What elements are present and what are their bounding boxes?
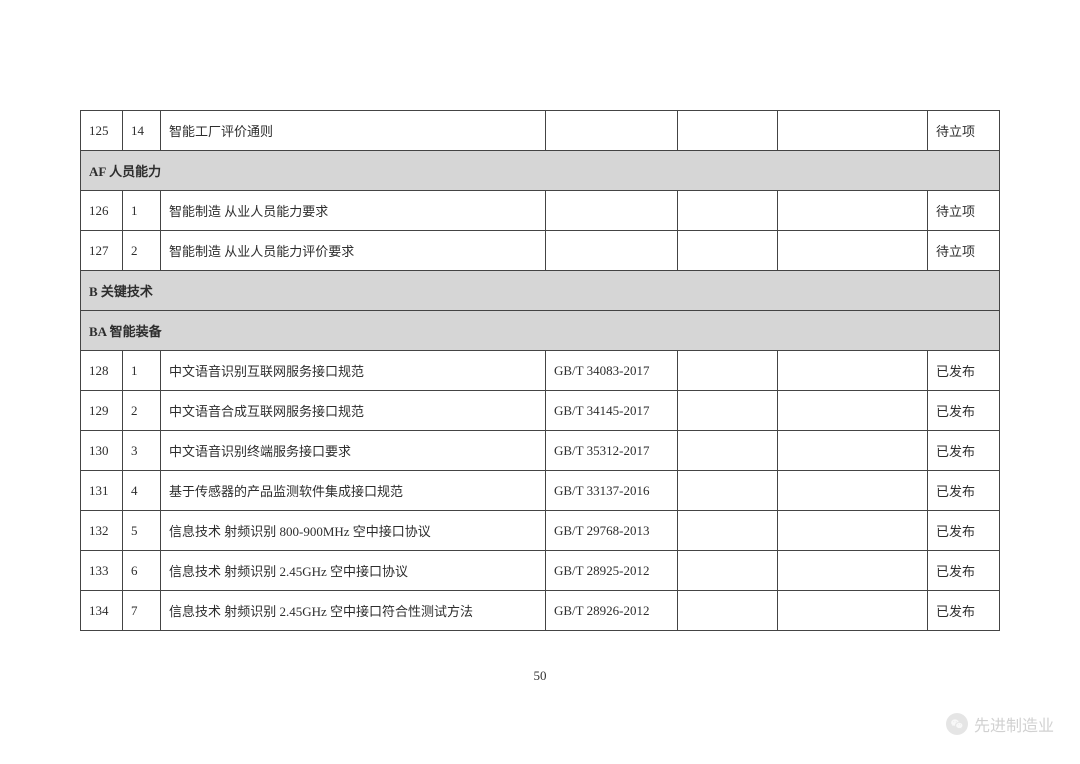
table-row: 12514智能工厂评价通则 待立项 [81, 111, 1000, 151]
cell-c6 [778, 471, 928, 511]
cell-std: GB/T 34145-2017 [546, 391, 678, 431]
page-number: 50 [0, 668, 1080, 684]
cell-num: 130 [81, 431, 123, 471]
table-row: 1292中文语音合成互联网服务接口规范GB/T 34145-2017 已发布 [81, 391, 1000, 431]
cell-c6 [778, 351, 928, 391]
cell-num: 125 [81, 111, 123, 151]
cell-c5 [678, 471, 778, 511]
cell-status: 已发布 [928, 471, 1000, 511]
cell-c6 [778, 231, 928, 271]
section-header: B 关键技术 [81, 271, 1000, 311]
cell-c5 [678, 591, 778, 631]
cell-num: 132 [81, 511, 123, 551]
cell-c6 [778, 431, 928, 471]
cell-status: 已发布 [928, 551, 1000, 591]
cell-c5 [678, 111, 778, 151]
cell-c6 [778, 191, 928, 231]
cell-status: 待立项 [928, 111, 1000, 151]
cell-std: GB/T 28925-2012 [546, 551, 678, 591]
table-row: 1303中文语音识别终端服务接口要求GB/T 35312-2017 已发布 [81, 431, 1000, 471]
cell-title: 中文语音识别终端服务接口要求 [161, 431, 546, 471]
cell-c5 [678, 431, 778, 471]
cell-sub: 3 [123, 431, 161, 471]
standards-table: 12514智能工厂评价通则待立项AF 人员能力1261智能制造 从业人员能力要求… [80, 110, 1000, 631]
cell-num: 126 [81, 191, 123, 231]
section-label: B 关键技术 [81, 271, 1000, 311]
cell-c5 [678, 391, 778, 431]
table-row: 1336信息技术 射频识别 2.45GHz 空中接口协议GB/T 28925-2… [81, 551, 1000, 591]
cell-title: 智能制造 从业人员能力要求 [161, 191, 546, 231]
cell-num: 133 [81, 551, 123, 591]
cell-title: 智能工厂评价通则 [161, 111, 546, 151]
cell-status: 待立项 [928, 231, 1000, 271]
cell-std [546, 111, 678, 151]
document-page: 12514智能工厂评价通则待立项AF 人员能力1261智能制造 从业人员能力要求… [0, 0, 1080, 764]
cell-status: 已发布 [928, 511, 1000, 551]
watermark-text: 先进制造业 [974, 712, 1054, 736]
cell-sub: 5 [123, 511, 161, 551]
cell-sub: 1 [123, 191, 161, 231]
table-row: 1314基于传感器的产品监测软件集成接口规范GB/T 33137-2016 已发布 [81, 471, 1000, 511]
cell-title: 中文语音识别互联网服务接口规范 [161, 351, 546, 391]
cell-num: 128 [81, 351, 123, 391]
cell-std: GB/T 29768-2013 [546, 511, 678, 551]
table-row: 1261智能制造 从业人员能力要求 待立项 [81, 191, 1000, 231]
cell-c5 [678, 351, 778, 391]
cell-num: 127 [81, 231, 123, 271]
cell-c5 [678, 231, 778, 271]
section-label: AF 人员能力 [81, 151, 1000, 191]
cell-sub: 14 [123, 111, 161, 151]
cell-status: 已发布 [928, 591, 1000, 631]
cell-std [546, 191, 678, 231]
section-header: BA 智能装备 [81, 311, 1000, 351]
cell-status: 待立项 [928, 191, 1000, 231]
cell-c5 [678, 191, 778, 231]
table-row: 1347信息技术 射频识别 2.45GHz 空中接口符合性测试方法GB/T 28… [81, 591, 1000, 631]
cell-c6 [778, 591, 928, 631]
cell-num: 131 [81, 471, 123, 511]
cell-num: 129 [81, 391, 123, 431]
table-row: 1281中文语音识别互联网服务接口规范GB/T 34083-2017 已发布 [81, 351, 1000, 391]
cell-std: GB/T 33137-2016 [546, 471, 678, 511]
cell-title: 中文语音合成互联网服务接口规范 [161, 391, 546, 431]
cell-std: GB/T 34083-2017 [546, 351, 678, 391]
cell-sub: 2 [123, 391, 161, 431]
table-row: 1325信息技术 射频识别 800-900MHz 空中接口协议GB/T 2976… [81, 511, 1000, 551]
cell-sub: 6 [123, 551, 161, 591]
cell-sub: 2 [123, 231, 161, 271]
cell-c5 [678, 511, 778, 551]
cell-c6 [778, 551, 928, 591]
wechat-icon [946, 713, 968, 735]
cell-sub: 1 [123, 351, 161, 391]
cell-std: GB/T 28926-2012 [546, 591, 678, 631]
cell-c6 [778, 511, 928, 551]
cell-c6 [778, 111, 928, 151]
cell-c6 [778, 391, 928, 431]
table-row: 1272智能制造 从业人员能力评价要求 待立项 [81, 231, 1000, 271]
cell-title: 基于传感器的产品监测软件集成接口规范 [161, 471, 546, 511]
cell-num: 134 [81, 591, 123, 631]
watermark: 先进制造业 [946, 712, 1054, 736]
cell-title: 信息技术 射频识别 2.45GHz 空中接口符合性测试方法 [161, 591, 546, 631]
cell-sub: 4 [123, 471, 161, 511]
cell-sub: 7 [123, 591, 161, 631]
cell-std [546, 231, 678, 271]
section-header: AF 人员能力 [81, 151, 1000, 191]
cell-std: GB/T 35312-2017 [546, 431, 678, 471]
cell-title: 信息技术 射频识别 2.45GHz 空中接口协议 [161, 551, 546, 591]
cell-status: 已发布 [928, 351, 1000, 391]
section-label: BA 智能装备 [81, 311, 1000, 351]
cell-status: 已发布 [928, 391, 1000, 431]
cell-title: 智能制造 从业人员能力评价要求 [161, 231, 546, 271]
cell-c5 [678, 551, 778, 591]
cell-title: 信息技术 射频识别 800-900MHz 空中接口协议 [161, 511, 546, 551]
cell-status: 已发布 [928, 431, 1000, 471]
